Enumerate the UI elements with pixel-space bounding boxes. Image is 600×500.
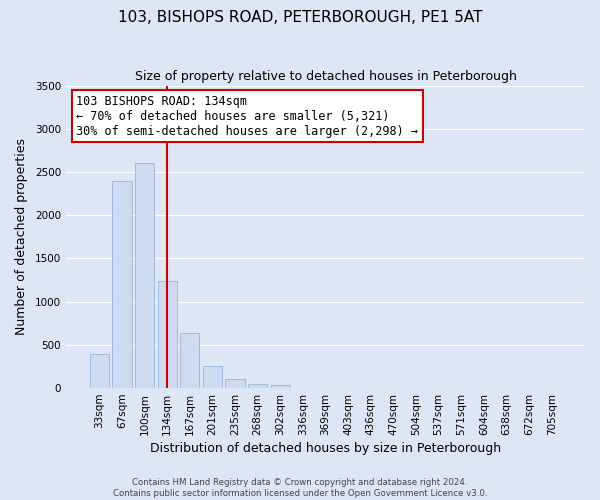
Bar: [271, 386, 290, 388]
X-axis label: Distribution of detached houses by size in Peterborough: Distribution of detached houses by size …: [150, 442, 501, 455]
Bar: [89, 354, 109, 388]
Bar: [226, 380, 245, 388]
Bar: [248, 384, 267, 388]
Text: 103, BISHOPS ROAD, PETERBOROUGH, PE1 5AT: 103, BISHOPS ROAD, PETERBOROUGH, PE1 5AT: [118, 10, 482, 25]
Bar: [203, 366, 222, 388]
Text: Contains HM Land Registry data © Crown copyright and database right 2024.
Contai: Contains HM Land Registry data © Crown c…: [113, 478, 487, 498]
Title: Size of property relative to detached houses in Peterborough: Size of property relative to detached ho…: [134, 70, 517, 83]
Bar: [180, 333, 199, 388]
Bar: [112, 182, 131, 388]
Y-axis label: Number of detached properties: Number of detached properties: [15, 138, 28, 336]
Text: 103 BISHOPS ROAD: 134sqm
← 70% of detached houses are smaller (5,321)
30% of sem: 103 BISHOPS ROAD: 134sqm ← 70% of detach…: [76, 94, 418, 138]
Bar: [158, 281, 177, 388]
Bar: [135, 164, 154, 388]
